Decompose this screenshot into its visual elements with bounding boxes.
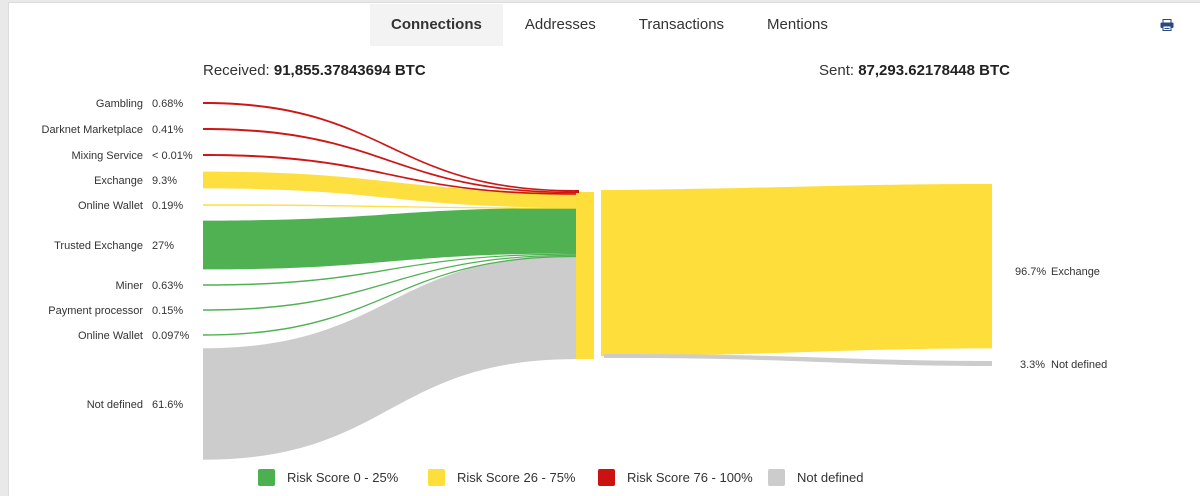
source-pct-exchange-3: 9.3% — [152, 175, 177, 187]
flow-online-wallet-8 — [203, 255, 576, 336]
out-flow-exchange — [614, 184, 992, 357]
source-pct-mixing-service-2: < 0.01% — [152, 150, 193, 162]
tab-mentions[interactable]: Mentions — [767, 16, 828, 33]
printer-icon[interactable] — [1160, 19, 1174, 31]
legend-label: Risk Score 0 - 25% — [287, 470, 399, 485]
middle-node — [576, 192, 594, 359]
legend-label: Risk Score 26 - 75% — [457, 470, 576, 485]
flow-online-wallet-4 — [203, 204, 576, 209]
received-total: Received: 91,855.37843694 BTC — [203, 62, 426, 79]
source-pct-not-defined-9: 61.6% — [152, 399, 183, 411]
source-label-online-wallet-8: Online Wallet — [78, 330, 143, 342]
received-label: Received: — [203, 62, 270, 79]
middle-node-risk-cap — [575, 190, 579, 193]
tab-connections[interactable]: Connections — [370, 4, 503, 46]
source-label-gambling-0: Gambling — [96, 98, 143, 110]
flow-gambling-0 — [203, 102, 576, 192]
out-pct-not-defined: 3.3% — [1020, 359, 1045, 371]
source-label-not-defined-9: Not defined — [87, 399, 143, 411]
source-pct-online-wallet-8: 0.097% — [152, 330, 190, 342]
legend-item-yellow: Risk Score 26 - 75% — [428, 469, 576, 486]
tab-addresses[interactable]: Addresses — [524, 16, 596, 33]
source-label-miner-6: Miner — [115, 280, 143, 292]
source-label-payment-processor-7: Payment processor — [48, 305, 143, 317]
flow-mixing-service-2 — [203, 154, 576, 195]
source-label-mixing-service-2: Mixing Service — [71, 150, 143, 162]
source-pct-darknet-marketplace-1: 0.41% — [152, 124, 183, 136]
received-value: 91,855.37843694 BTC — [273, 62, 426, 79]
out-node-exchange — [601, 190, 614, 357]
legend-item-red: Risk Score 76 - 100% — [598, 469, 753, 486]
out-flow-not-defined — [618, 354, 992, 366]
flow-exchange-3 — [203, 171, 576, 208]
legend-item-grey: Not defined — [768, 469, 864, 486]
out-label-not-defined: Not defined — [1051, 359, 1107, 371]
flow-darknet-marketplace-1 — [203, 128, 576, 194]
source-label-online-wallet-4: Online Wallet — [78, 200, 143, 212]
source-pct-payment-processor-7: 0.15% — [152, 305, 183, 317]
source-label-trusted-exchange-5: Trusted Exchange — [54, 240, 143, 252]
out-node-not-defined — [604, 354, 618, 358]
legend-swatch — [258, 469, 275, 486]
out-pct-exchange: 96.7% — [1015, 266, 1046, 278]
legend-label: Risk Score 76 - 100% — [627, 470, 753, 485]
sent-value: 87,293.62178448 BTC — [858, 62, 1010, 79]
tab-bar: Connections Addresses Transactions Menti… — [370, 4, 849, 48]
source-pct-trusted-exchange-5: 27% — [152, 240, 174, 252]
source-pct-gambling-0: 0.68% — [152, 98, 183, 110]
legend-swatch — [598, 469, 615, 486]
source-pct-miner-6: 0.63% — [152, 280, 183, 292]
flow-miner-6 — [203, 253, 576, 286]
flow-trusted-exchange-5 — [203, 207, 576, 270]
source-pct-online-wallet-4: 0.19% — [152, 200, 183, 212]
sankey-chart: 96.7% Exchange 3.3% Not defined Gambling 0.68… — [42, 98, 1107, 460]
out-label-exchange: Exchange — [1051, 266, 1100, 278]
legend: Risk Score 0 - 25% Risk Score 26 - 75% R… — [0, 469, 1200, 491]
source-label-darknet-marketplace-1: Darknet Marketplace — [42, 124, 144, 136]
flow-not-defined-9 — [203, 255, 576, 460]
tab-transactions[interactable]: Transactions — [638, 16, 725, 33]
legend-swatch — [428, 469, 445, 486]
flow-payment-processor-7 — [203, 254, 576, 311]
legend-swatch — [768, 469, 785, 486]
sent-label: Sent: — [819, 62, 855, 79]
legend-label: Not defined — [797, 470, 864, 485]
sent-total: Sent: 87,293.62178448 BTC — [819, 62, 1010, 79]
legend-item-green: Risk Score 0 - 25% — [258, 469, 398, 486]
source-label-exchange-3: Exchange — [94, 175, 143, 187]
